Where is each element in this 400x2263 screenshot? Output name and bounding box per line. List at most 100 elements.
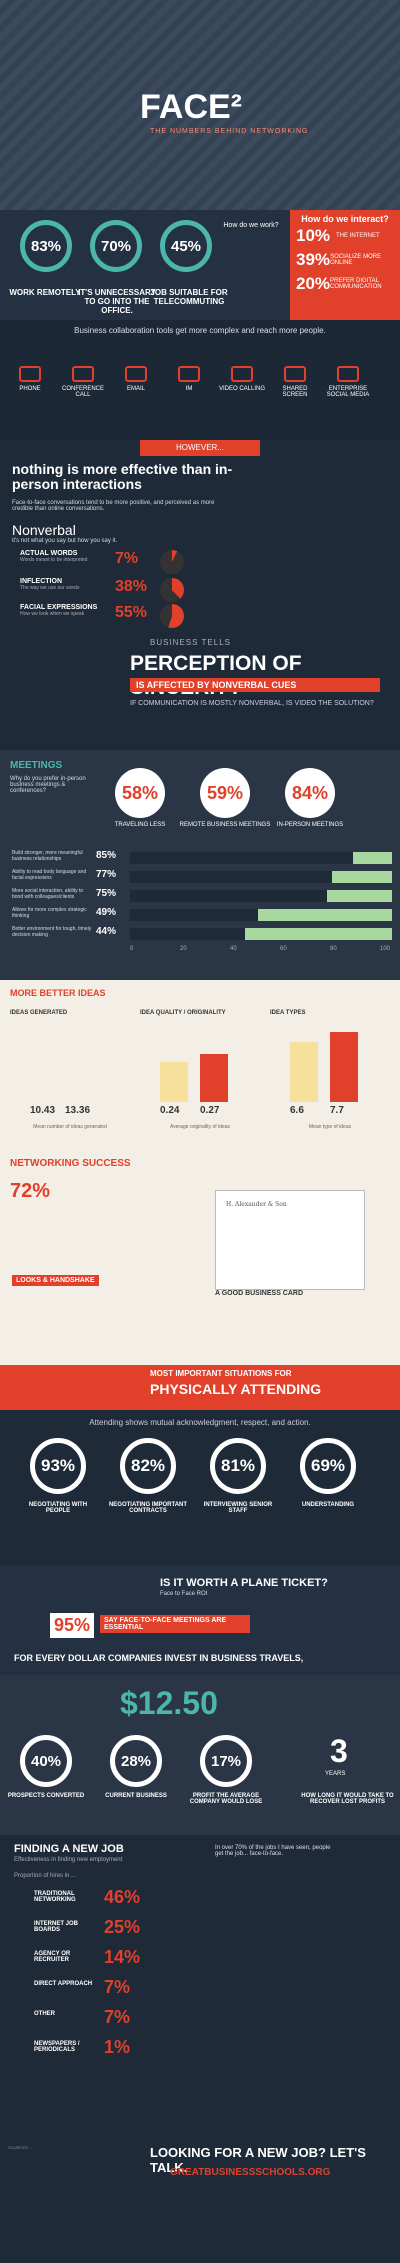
bar-label: Build stronger, more meaningful business… [12,850,83,862]
tools-lead: Business collaboration tools get more co… [74,326,326,335]
bar-f2f [200,1054,228,1102]
money-ring: 17% [200,1735,252,1787]
bar-row: Allows for more complex strategic thinki… [12,907,392,925]
sincerity-kicker: BUSINESS TELLS [150,638,231,647]
footer-cta: LOOKING FOR A NEW JOB? LET'S TALK. [150,2145,366,2175]
tool-conference: CONFERENCE CALL [58,366,108,398]
stat-label: IT'S UNNECESSARY TO GO INTO THE OFFICE. [78,288,156,315]
tool-video: VIDEO CALLING [217,366,267,392]
card-caption: A GOOD BUSINESS CARD [215,1290,304,1297]
attend-ring: 93% [30,1438,86,1494]
bubble-cap: REMOTE BUSINESS MEETINGS [179,822,271,828]
meetings-title: MEETINGS [10,760,63,771]
bar-label: Better environment for tough, timely dec… [12,926,92,938]
bar-value: 85% [96,850,117,861]
attend-title: Attending shows mutual acknowledgment, r… [89,1418,311,1427]
interact-row: 39% SOCIALIZE MORE ONLINE [296,250,382,269]
job-title: FINDING A NEW JOB [14,1843,124,1855]
bar [130,928,246,940]
idea-panel: IDEAS GENERATED 10.43 13.36 Mean number … [10,1010,107,1130]
nv-row: INFLECTION The way we use our words 38% [20,578,200,608]
interact-row: 20% PREFER DIGITAL COMMUNICATION [296,274,382,293]
pie-icon [160,604,184,628]
bar-value: 44% [96,926,117,937]
hero-photo [0,0,400,210]
pie-icon [160,550,184,574]
bubble-cap: TRAVELING LESS [114,822,166,828]
job-row: OTHER 7% [34,2007,131,2027]
tick-label: 80 [330,946,337,952]
nv-row: ACTUAL WORDS Words meant to be interprete… [20,550,200,580]
stat-label: JOB SUITABLE FOR TELECOMMUTING [150,288,228,306]
attend-ring: 81% [210,1438,266,1494]
bar-f2f [330,1032,358,1102]
site-link[interactable]: GREATBUSINESSSCHOOLS.ORG [170,2167,331,2178]
bar-track [130,890,392,902]
for-every-dollar: FOR EVERY DOLLAR COMPANIES INVEST IN BUS… [14,1653,304,1663]
meeting-bubble: 58% [115,768,165,818]
plane-section: IS IT WORTH A PLANE TICKET? Face to Face… [0,1565,400,1675]
bar-virtual [290,1042,318,1102]
tool-social: ENTERPRISE SOCIAL MEDIA [323,366,373,398]
money-ring: 28% [110,1735,162,1787]
bar-row: Build stronger, more meaningful business… [12,850,392,868]
idea-panel: IDEA TYPES 6.6 7.7 Mean type of ideas [270,1010,390,1130]
important-banner: MOST IMPORTANT SITUATIONS FOR PHYSICALLY … [0,1365,400,1410]
nonverbal-section: HOWEVER... nothing is more effective tha… [0,440,400,630]
bar-row: Better environment for tough, timely dec… [12,926,392,944]
money-ring: 40% [20,1735,72,1787]
sources: SOURCES: ... [8,2145,34,2150]
video-icon [231,366,253,382]
job-row: AGENCY OR RECRUITER 14% [34,1947,141,1967]
job-row: TRADITIONAL NETWORKING 46% [34,1887,141,1907]
tool-phone: PHONE [5,366,55,392]
interact-title: How do we interact? [301,214,389,224]
job-row: DIRECT APPROACH 7% [34,1977,131,1997]
ideas-title: MORE BETTER IDEAS [10,988,106,998]
bar [130,890,327,902]
networking-pct: 72% [10,1180,51,1202]
meeting-bubble: 84% [285,768,335,818]
bar-virtual [160,1062,188,1102]
job-quote: In over 70% of the jobs I have seen, peo… [215,1845,331,1857]
hero-section: FACE² THE NUMBERS BEHIND NETWORKING [0,0,400,210]
pct-95-text: SAY FACE-TO-FACE MEETINGS ARE ESSENTIAL [100,1615,250,1633]
money-big: $12.50 [120,1685,218,1721]
nv-head2: it's not what you say but how you say it… [12,538,118,544]
nv-title: nothing is more effective than in-person… [12,461,233,492]
bar-label: More social interaction, ability to bond… [12,888,84,900]
networking-title: NETWORKING SUCCESS [10,1158,131,1169]
bar-row: Ability to read body language and facial… [12,869,392,887]
ideas-section: MORE BETTER IDEAS IDEAS GENERATED 10.43 … [0,980,400,1150]
conference-icon [72,366,94,382]
tick-label: 60 [280,946,287,952]
tools-section: Business collaboration tools get more co… [0,320,400,440]
hero-subtitle: THE NUMBERS BEHIND NETWORKING [150,128,309,135]
bar-label: Allows for more complex strategic thinki… [12,907,87,919]
bar-value: 49% [96,907,117,918]
meetings-question: Why do you prefer in-person business mee… [10,776,86,794]
tick-label: 0 [130,946,134,952]
footer: SOURCES: ... LOOKING FOR A NEW JOB? LET'… [0,2125,400,2263]
sincerity-title: PERCEPTION OF SINCERITY [130,652,302,699]
tool-screen: SHARED SCREEN [270,366,320,398]
email-icon [125,366,147,382]
tick-label: 40 [230,946,237,952]
plane-sub: Face to Face ROI [160,1591,208,1597]
bar-value: 75% [96,888,117,899]
bar-track [130,871,392,883]
stat-ring: 45% [160,220,212,272]
sincerity-banner: IS AFFECTED BY NONVERBAL CUES [130,678,380,692]
bar-value: 77% [96,869,117,880]
tick-label: 100 [380,946,391,952]
attend-section: Attending shows mutual acknowledgment, r… [0,1410,400,1565]
attend-ring: 82% [120,1438,176,1494]
nv-desc: Face-to-face conversations tend to be mo… [12,500,215,512]
screen-icon [284,366,306,382]
bar-label: Ability to read body language and facial… [12,869,87,881]
interact-panel: How do we interact? 10% THE INTERNET 39% S… [290,210,400,320]
bar-track [130,852,392,864]
interact-row: 10% THE INTERNET [296,226,380,245]
bar [130,852,353,864]
bar-track [130,928,392,940]
